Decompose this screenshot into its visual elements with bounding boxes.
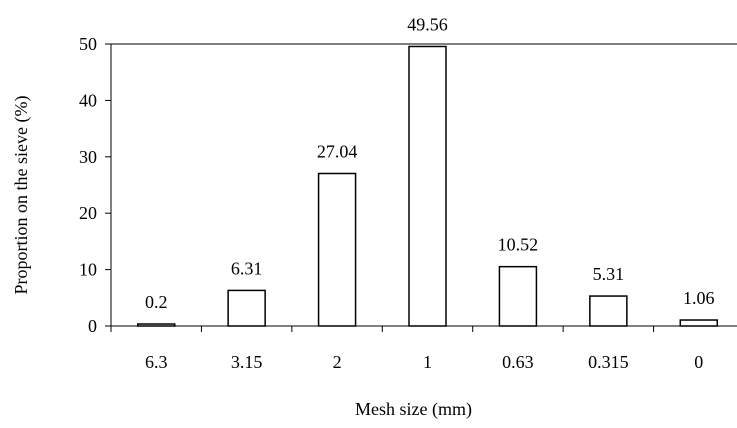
y-axis-title: Proportion on the sieve (%) bbox=[11, 96, 32, 295]
y-tick-label: 50 bbox=[79, 34, 97, 54]
data-label: 49.56 bbox=[407, 14, 448, 34]
y-tick-label: 0 bbox=[88, 316, 97, 336]
x-axis-ticks: 6.3 3.15 2 1 0.63 0.315 0 bbox=[110, 326, 703, 372]
x-tick-label: 0.63 bbox=[502, 352, 534, 372]
data-label: 10.52 bbox=[498, 235, 539, 255]
bar-0.63 bbox=[498, 265, 538, 327]
bar-0.315 bbox=[589, 295, 628, 327]
data-label: 1.06 bbox=[683, 288, 715, 308]
x-tick-label: 0.315 bbox=[588, 352, 629, 372]
x-tick-label: 3.15 bbox=[231, 352, 263, 372]
x-tick-label: 0 bbox=[694, 352, 703, 372]
data-label: 27.04 bbox=[317, 141, 358, 161]
y-tick-label: 20 bbox=[79, 203, 97, 223]
x-tick-label: 1 bbox=[423, 352, 432, 372]
bar-0 bbox=[679, 319, 719, 327]
x-tick-label: 2 bbox=[333, 352, 342, 372]
bars bbox=[136, 45, 719, 327]
y-tick-label: 10 bbox=[79, 260, 97, 280]
x-tick-label: 6.3 bbox=[145, 352, 168, 372]
x-axis-title: Mesh size (mm) bbox=[355, 399, 472, 420]
bar-2 bbox=[317, 172, 357, 327]
data-label: 0.2 bbox=[145, 292, 168, 312]
y-tick-label: 40 bbox=[79, 90, 97, 110]
bar-3.15 bbox=[227, 289, 266, 327]
bar-1 bbox=[408, 45, 447, 327]
y-axis-ticks: 0 10 20 30 40 50 bbox=[79, 34, 111, 336]
data-labels: 0.2 6.31 27.04 49.56 10.52 5.31 1.06 bbox=[145, 14, 715, 312]
data-label: 5.31 bbox=[593, 264, 625, 284]
y-tick-label: 30 bbox=[79, 147, 97, 167]
data-label: 6.31 bbox=[231, 258, 263, 278]
